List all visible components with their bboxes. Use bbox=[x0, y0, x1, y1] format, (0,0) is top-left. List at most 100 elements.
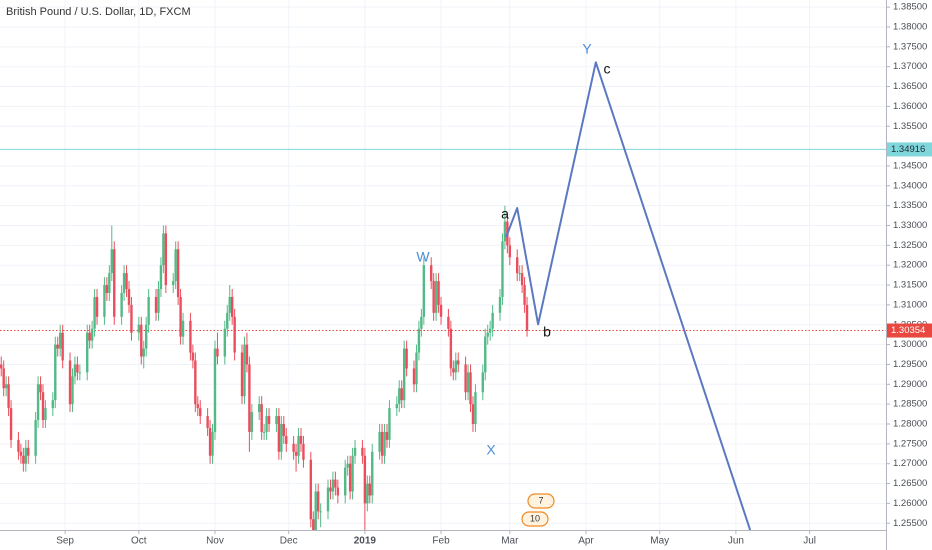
wave-label: a bbox=[501, 206, 509, 222]
candle-body bbox=[481, 372, 485, 393]
candle-body bbox=[299, 435, 303, 444]
candle-body bbox=[501, 241, 504, 297]
event-badge bbox=[521, 511, 549, 527]
y-tick-label: 1.28000 bbox=[893, 419, 927, 430]
y-tick-label: 1.32000 bbox=[893, 260, 927, 271]
candle-body bbox=[76, 364, 79, 373]
candle-body bbox=[211, 431, 214, 456]
candle-body bbox=[172, 281, 175, 286]
candle-body bbox=[125, 273, 128, 290]
x-tick-label: Nov bbox=[206, 536, 224, 547]
candle-body bbox=[147, 296, 150, 325]
y-tick-label: 1.37000 bbox=[893, 61, 927, 72]
candle-body bbox=[417, 328, 421, 353]
candle-body bbox=[334, 479, 337, 488]
candle-body bbox=[179, 296, 182, 337]
candle-body bbox=[176, 249, 180, 297]
candle-body bbox=[19, 451, 23, 456]
candle-body bbox=[17, 439, 20, 452]
candle-body bbox=[56, 344, 59, 349]
event-badge bbox=[527, 493, 555, 509]
candle-body bbox=[216, 348, 219, 357]
candle-body bbox=[159, 265, 163, 290]
candle-body bbox=[503, 221, 507, 242]
candle-body bbox=[366, 483, 369, 504]
candle-body bbox=[432, 281, 435, 313]
candle-body bbox=[24, 447, 27, 464]
candle-body bbox=[292, 443, 295, 452]
candle-body bbox=[380, 431, 384, 456]
candle-body bbox=[523, 285, 526, 305]
candle-body bbox=[90, 328, 94, 341]
candle-body bbox=[189, 320, 192, 353]
candle-body bbox=[383, 431, 386, 456]
x-tick-label: 2019 bbox=[354, 536, 377, 547]
x-tick-label: May bbox=[650, 536, 669, 547]
candle-body bbox=[233, 316, 236, 353]
candle-body bbox=[267, 416, 271, 424]
candle-body bbox=[174, 249, 177, 282]
plot-area bbox=[0, 61, 886, 530]
candle-body bbox=[240, 352, 244, 397]
y-tick-label: 1.37500 bbox=[893, 41, 927, 52]
candle-body bbox=[525, 304, 529, 331]
candle-body bbox=[105, 285, 109, 293]
candle-body bbox=[412, 368, 416, 385]
candle-body bbox=[2, 368, 5, 389]
candle-body bbox=[336, 487, 340, 496]
candle-body bbox=[282, 424, 285, 436]
price-label-box bbox=[887, 142, 932, 157]
candle-body bbox=[213, 348, 217, 432]
candle-body bbox=[27, 447, 30, 456]
candle-body bbox=[122, 273, 126, 293]
candle-body bbox=[319, 511, 322, 513]
candle-body bbox=[486, 332, 489, 337]
candle-body bbox=[388, 408, 391, 440]
candle-body bbox=[208, 427, 212, 456]
candle-body bbox=[61, 332, 64, 361]
wave-line bbox=[505, 61, 752, 530]
candle-body bbox=[36, 384, 40, 421]
candle-body bbox=[361, 447, 364, 456]
candle-body bbox=[162, 233, 165, 266]
candle-body bbox=[226, 312, 229, 329]
candle-body bbox=[41, 392, 45, 421]
candle-body bbox=[243, 344, 246, 397]
candle-body bbox=[309, 459, 313, 520]
candle-body bbox=[312, 519, 315, 530]
candle-body bbox=[127, 289, 131, 305]
candle-body bbox=[346, 463, 349, 468]
candle-body bbox=[331, 479, 335, 492]
candle-body bbox=[248, 364, 251, 432]
candle-body bbox=[275, 416, 278, 424]
candle-body bbox=[498, 296, 502, 313]
candle-body bbox=[68, 360, 72, 405]
candle-body bbox=[294, 451, 298, 456]
candle-body bbox=[405, 348, 408, 369]
candle-body bbox=[7, 384, 10, 409]
candle-body bbox=[314, 491, 317, 530]
candle-body bbox=[422, 265, 426, 317]
candle-body bbox=[434, 281, 438, 313]
candle-body bbox=[157, 289, 160, 313]
candle-body bbox=[181, 320, 185, 337]
candle-body bbox=[520, 273, 524, 286]
y-tick-label: 1.30000 bbox=[893, 339, 927, 350]
x-tick-label: Apr bbox=[578, 536, 594, 547]
candle-body bbox=[78, 372, 82, 374]
candle-body bbox=[199, 408, 202, 417]
candle-body bbox=[39, 384, 42, 393]
candle-body bbox=[245, 344, 249, 365]
x-tick-label: Feb bbox=[432, 536, 450, 547]
y-tick-label: 1.29500 bbox=[893, 359, 927, 370]
candle-body bbox=[0, 364, 3, 369]
candle-body bbox=[110, 249, 113, 274]
candle-body bbox=[265, 416, 268, 432]
price-label: 1.30354 bbox=[891, 325, 925, 336]
candle-body bbox=[302, 443, 305, 460]
candle-body bbox=[344, 467, 347, 496]
y-tick-label: 1.38500 bbox=[893, 2, 927, 13]
candle-body bbox=[402, 348, 406, 401]
candle-body bbox=[471, 404, 475, 424]
